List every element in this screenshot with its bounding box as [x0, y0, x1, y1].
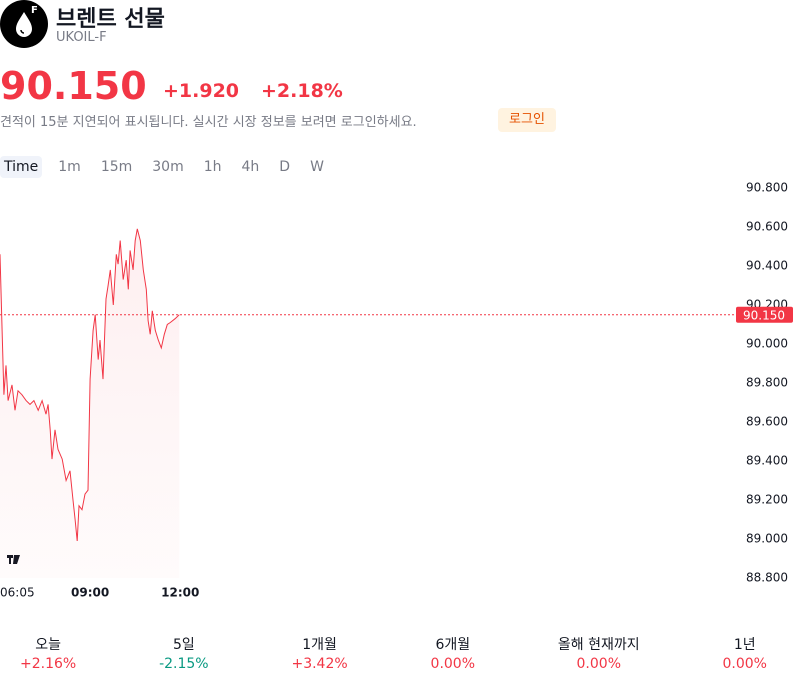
y-tick-label: 89.600	[746, 415, 788, 429]
period: 5일 -2.15%	[159, 634, 209, 672]
period-label: 오늘	[35, 637, 61, 653]
drop-icon	[16, 12, 32, 37]
tabs: Time 1m 15m 30m 1h 4h D W	[0, 156, 340, 178]
tab[interactable]: 4h	[241, 159, 260, 175]
y-tick-label: 90.000	[746, 337, 788, 351]
change-percent: +2.18%	[261, 80, 343, 102]
last-price-label: 90.150	[743, 308, 785, 322]
y-tick-label: 89.000	[746, 532, 788, 546]
x-tick-label: 06:05	[0, 586, 35, 600]
last-price-box	[736, 306, 793, 323]
period: 6개월 0.00%	[431, 634, 475, 672]
period: 1개월 +3.42%	[291, 634, 347, 672]
x-tick-label: 09:00	[71, 586, 109, 600]
y-tick-label: 89.800	[746, 376, 788, 390]
y-tick-label: 90.600	[746, 220, 788, 234]
tab[interactable]: 1m	[58, 159, 81, 175]
period: 올해 현재까지 0.00%	[558, 634, 640, 672]
period-change: 0.00%	[576, 656, 621, 672]
icon-letter: F	[31, 5, 38, 16]
x-tick-label: 12:00	[161, 586, 199, 600]
delay-notice: 견적이 15분 지연되어 표시됩니다. 실시간 시장 정보를 보려면 로그인하세…	[0, 115, 417, 130]
period-change: -2.15%	[159, 656, 209, 672]
period: 오늘 +2.16%	[20, 634, 76, 672]
symbol-icon: F	[0, 0, 48, 48]
period-label: 5일	[172, 637, 195, 653]
y-tick-label: 90.400	[746, 259, 788, 273]
price: 90.150	[0, 64, 147, 108]
y-tick-label: 90.800	[746, 181, 788, 195]
tab[interactable]: 1h	[203, 159, 222, 175]
tab[interactable]: Time	[0, 156, 43, 178]
tab[interactable]: W	[310, 159, 324, 175]
period-change: 0.00%	[430, 656, 476, 672]
performance: 오늘 +2.16% 5일 -2.15% 1개월 +3.42% 6개월 0.00% 올해 현재까지…	[0, 634, 800, 672]
period-label: 올해 현재까지	[557, 637, 640, 653]
period-change: 0.00%	[722, 656, 767, 672]
period-change: +3.42%	[291, 656, 348, 672]
login-button[interactable]: 로그인	[498, 108, 556, 132]
period-label: 1년	[733, 637, 756, 653]
period-label: 6개월	[435, 637, 471, 653]
price-line	[0, 228, 180, 542]
y-tick-label: 89.400	[746, 454, 788, 468]
y-tick-label: 88.800	[746, 571, 788, 585]
symbol: UKOIL-F	[56, 30, 107, 45]
change: +1.920	[163, 80, 240, 102]
tab[interactable]: 15m	[100, 159, 133, 175]
period: 1년 0.00%	[722, 634, 766, 672]
tab[interactable]: D	[279, 159, 291, 175]
period-change: +2.16%	[20, 656, 77, 672]
tab[interactable]: 30m	[152, 159, 184, 175]
period-label: 1개월	[302, 637, 337, 653]
chart: 88.800 89.000 89.200 89.400 89.600 89.800 90.0…	[0, 181, 793, 600]
y-tick-label: 89.200	[746, 493, 788, 507]
title: 브렌트 선물	[56, 7, 165, 32]
